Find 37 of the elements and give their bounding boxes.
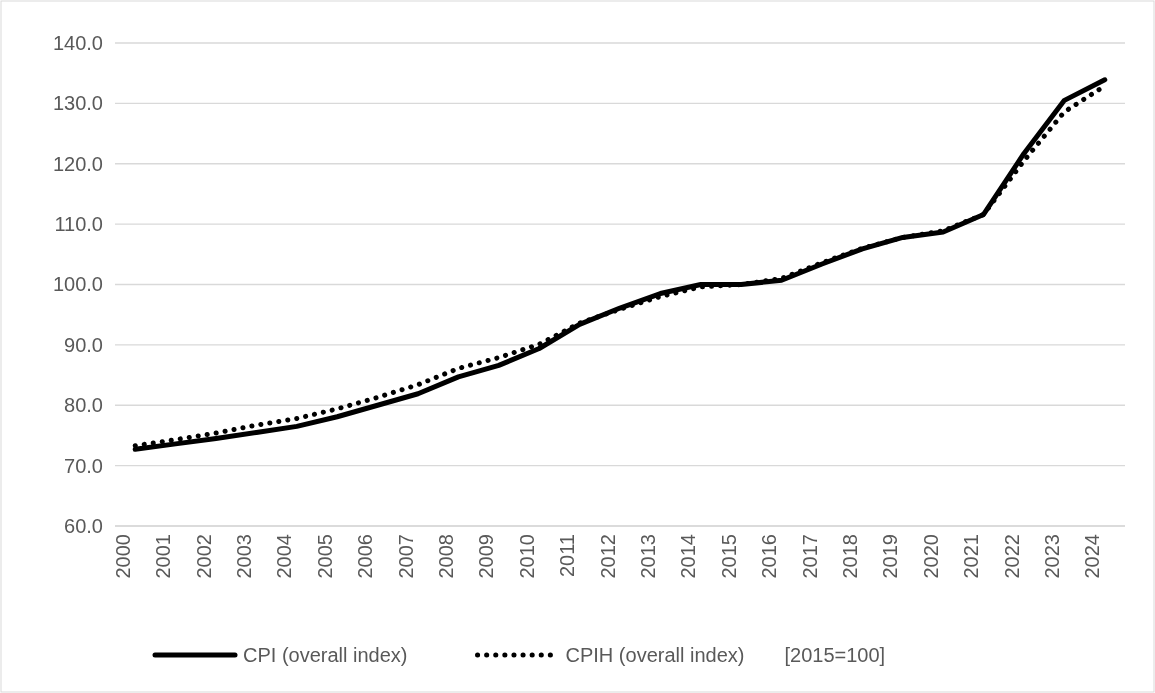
x-tick-label: 2007 — [394, 534, 417, 579]
legend-label: CPI (overall index) — [243, 644, 408, 666]
x-tick-label: 2024 — [1081, 534, 1104, 579]
x-tick-label: 2023 — [1040, 534, 1063, 579]
y-tick-label: 70.0 — [64, 454, 103, 477]
x-tick-label: 2018 — [838, 534, 861, 579]
y-tick-label: 110.0 — [54, 213, 103, 236]
x-tick-label: 2015 — [717, 534, 740, 579]
x-tick-label: 2000 — [111, 534, 134, 579]
y-tick-label: 60.0 — [64, 514, 103, 537]
x-tick-label: 2014 — [677, 534, 700, 579]
x-tick-label: 2003 — [232, 534, 255, 579]
x-tick-label: 2017 — [798, 534, 821, 579]
x-tick-label: 2002 — [192, 534, 215, 579]
y-tick-label: 130.0 — [52, 92, 103, 115]
y-tick-label: 140.0 — [52, 31, 103, 54]
y-tick-label: 80.0 — [64, 394, 103, 417]
x-tick-label: 2005 — [313, 534, 336, 579]
x-tick-label: 2011 — [556, 534, 579, 578]
x-tick-label: 2022 — [1000, 534, 1023, 579]
x-tick-label: 2010 — [515, 534, 538, 579]
y-tick-label: 90.0 — [64, 333, 103, 356]
x-tick-label: 2012 — [596, 534, 619, 579]
x-tick-label: 2008 — [434, 534, 457, 579]
x-tick-label: 2006 — [354, 534, 377, 579]
x-tick-label: 2004 — [273, 534, 296, 579]
y-tick-label: 120.0 — [52, 152, 103, 175]
x-tick-label: 2021 — [960, 534, 983, 579]
y-tick-label: 100.0 — [52, 273, 103, 296]
x-tick-label: 2019 — [879, 534, 902, 579]
x-tick-label: 2020 — [919, 534, 942, 579]
x-tick-label: 2013 — [636, 534, 659, 579]
x-tick-label: 2016 — [758, 534, 781, 579]
text: [2015=100] — [784, 644, 886, 666]
legend-label: CPIH (overall index) — [565, 644, 745, 666]
x-tick-label: 2009 — [475, 534, 498, 579]
x-tick-label: 2001 — [152, 534, 175, 579]
